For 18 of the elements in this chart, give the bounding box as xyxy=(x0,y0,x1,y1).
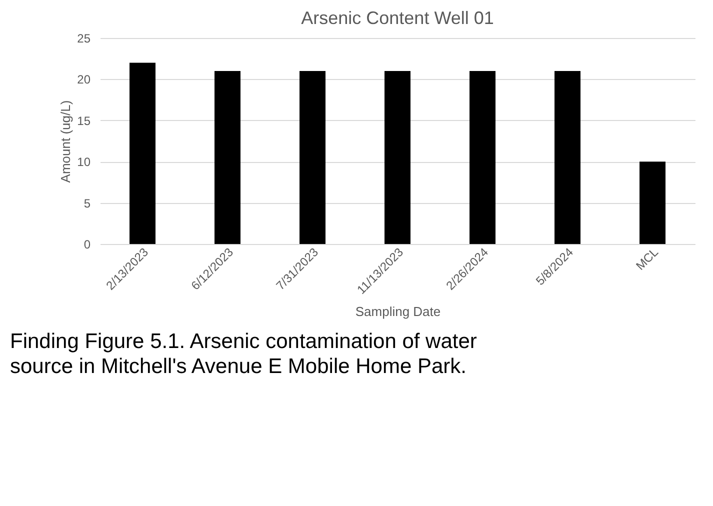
y-tick-label: 10 xyxy=(77,155,91,170)
y-tick-label: 5 xyxy=(84,196,91,210)
bar xyxy=(470,70,496,244)
y-tick-label: 15 xyxy=(77,114,91,128)
y-tick-label: 20 xyxy=(77,72,91,87)
bar xyxy=(130,62,156,244)
text: Finding Figure 5.1. Arsenic contamination of water source in Mitchell's Avenue E Mobile Home Park. xyxy=(10,330,477,378)
x-tick-label: MCL xyxy=(633,244,662,273)
bar xyxy=(214,70,240,244)
y-tick-label: 25 xyxy=(77,32,91,46)
bar xyxy=(384,70,410,244)
bar xyxy=(640,162,666,244)
y-axis-title: Amount (ug/L) xyxy=(58,100,74,183)
bar xyxy=(554,70,580,244)
chart-title: Arsenic Content Well 01 xyxy=(301,8,494,28)
bar xyxy=(300,70,326,244)
y-tick-label: 0 xyxy=(84,238,91,252)
x-axis-title: Sampling Date xyxy=(355,304,441,320)
